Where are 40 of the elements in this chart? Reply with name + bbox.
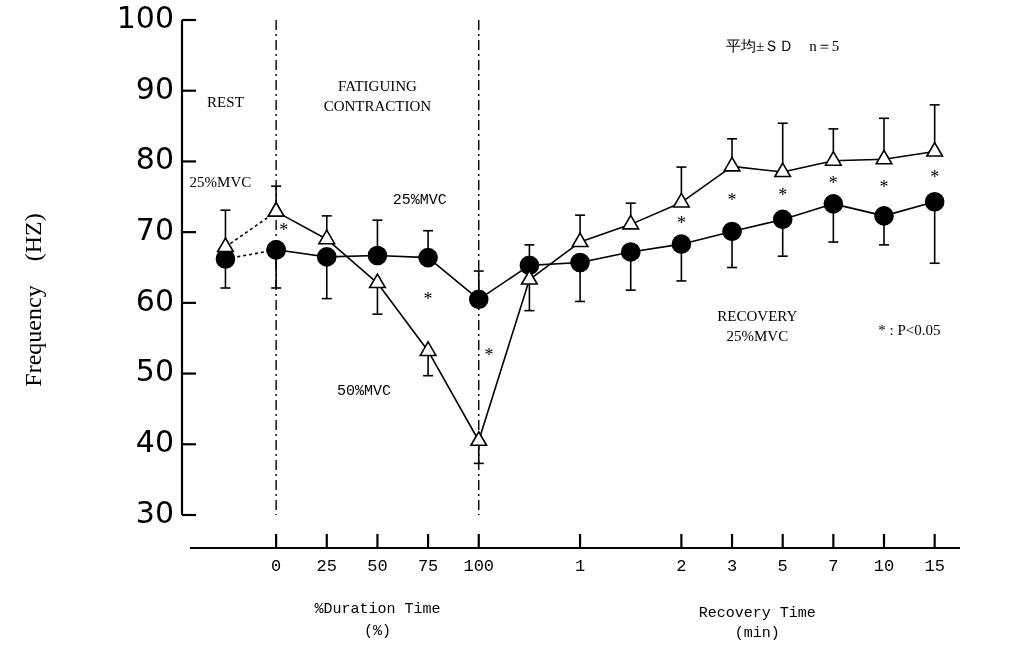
x-tick-label: 2 (676, 557, 687, 576)
annotation: * (676, 213, 686, 234)
annotation: * (828, 172, 838, 193)
annotation: RECOVERY 25%MVC (717, 307, 798, 344)
x-axis-title: %Duration Time (%) (314, 601, 441, 641)
text: Recovery Time (min) (698, 604, 816, 642)
x-tick-label: 10 (873, 557, 895, 576)
annotation: 平均±ＳＤ n＝5 (726, 37, 840, 54)
y-tick-label: 40 (135, 424, 174, 460)
y-tick-label: 100 (116, 0, 174, 35)
y-tick-label: 90 (135, 70, 174, 106)
annotation: * (279, 220, 289, 241)
annotation: * : P<0.05 (878, 322, 941, 339)
x-tick-label: 7 (828, 557, 839, 576)
x-tick-label: 25 (316, 557, 337, 576)
annotation: * (727, 189, 737, 210)
x-tick-label: 0 (271, 557, 282, 576)
x-tick-label: 75 (417, 557, 439, 576)
x-tick-label: 100 (463, 557, 495, 576)
text: 50%MVC (336, 383, 391, 401)
y-tick-label: 60 (135, 282, 174, 318)
y-tick-label: 30 (135, 494, 174, 530)
text: 25%MVC (392, 191, 447, 209)
y-axis-title: Frequency (HZ) (20, 213, 47, 387)
annotation: * (484, 345, 494, 366)
x-tick-label: 5 (777, 557, 788, 576)
x-tick-label: 50 (367, 557, 388, 576)
x-tick-label: 15 (924, 557, 945, 576)
y-tick-label: 80 (135, 141, 174, 177)
x-tick-label: 3 (726, 557, 738, 576)
y-tick-label: 70 (135, 211, 174, 247)
x-tick-label: 1 (574, 557, 586, 576)
annotation: * (778, 184, 788, 205)
annotation: REST (207, 93, 244, 110)
y-tick-label: 50 (135, 353, 174, 389)
annotation: * (423, 289, 433, 310)
annotation: FATIGUING CONTRACTION (323, 78, 432, 115)
annotation: * (879, 177, 889, 198)
annotation: * (930, 167, 940, 188)
annotation: 25%MVC (189, 173, 252, 190)
